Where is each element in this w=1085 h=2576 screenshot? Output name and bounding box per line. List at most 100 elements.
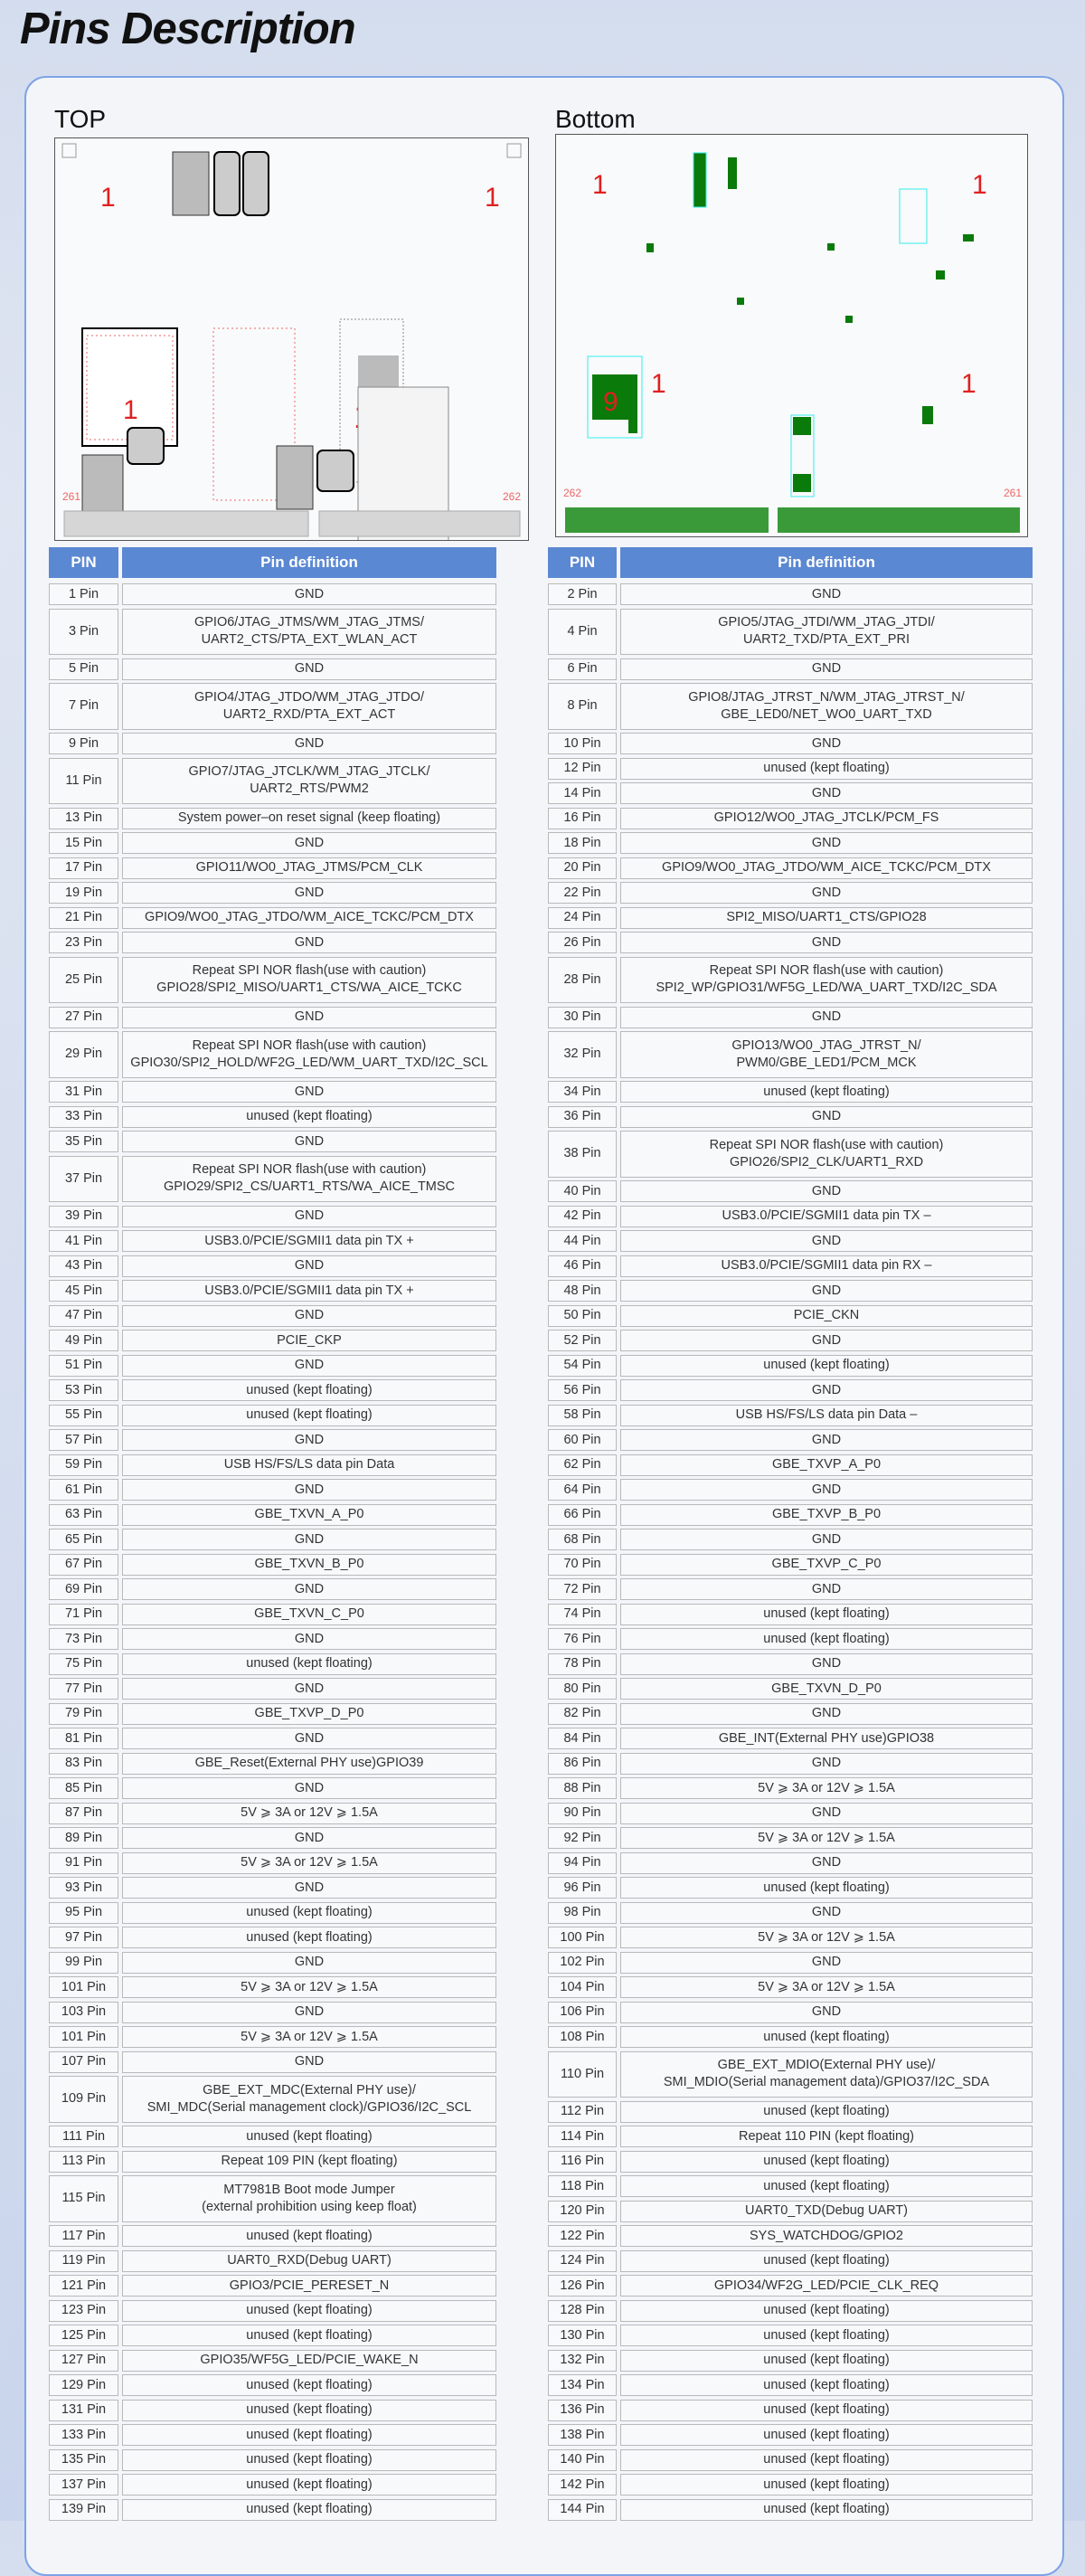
table-row: 38 Pin Repeat SPI NOR flash(use with caut…	[548, 1131, 1033, 1178]
pin-definition-cell: GBE_EXT_MDC(External PHY use)/ SMI_MDC(S…	[122, 2076, 496, 2123]
pin-definition-cell: unused (kept floating)	[122, 2225, 496, 2247]
pin-number-cell: 101 Pin	[49, 2026, 118, 2048]
table-row: 19 Pin GND	[49, 882, 496, 904]
table-row: 132 Pin unused (kept floating)	[548, 2349, 1033, 2372]
pin-number-cell: 110 Pin	[548, 2050, 617, 2098]
pin-number-cell: 35 Pin	[49, 1131, 118, 1152]
pin-number-cell: 127 Pin	[49, 2349, 118, 2372]
table-row: 129 Pin unused (kept floating)	[49, 2374, 496, 2396]
table-row: 113 Pin Repeat 109 PIN (kept floating)	[49, 2150, 496, 2173]
pin-definition-cell: GBE_TXVP_B_P0	[620, 1503, 1033, 1526]
pin-definition-cell: Repeat 110 PIN (kept floating)	[620, 2126, 1033, 2147]
right-table-body: 2 Pin GND 4 Pin GPIO5/JTAG_JTDI/WM_JTAG_JTD…	[548, 583, 1033, 2521]
pin-number-cell: 38 Pin	[548, 1131, 617, 1178]
table-row: 62 Pin GBE_TXVP_A_P0	[548, 1454, 1033, 1476]
pin1-marker: 1	[961, 369, 976, 399]
table-row: 78 Pin GND	[548, 1653, 1033, 1675]
table-row: 8 Pin GPIO8/JTAG_JTRST_N/WM_JTAG_JTRST_N/…	[548, 683, 1033, 730]
table-row: 127 Pin GPIO35/WF5G_LED/PCIE_WAKE_N	[49, 2349, 496, 2372]
pin-number-cell: 63 Pin	[49, 1503, 118, 1526]
table-row: 80 Pin GBE_TXVN_D_P0	[548, 1678, 1033, 1700]
pin-number-cell: 88 Pin	[548, 1777, 617, 1799]
table-row: 34 Pin unused (kept floating)	[548, 1081, 1033, 1103]
pin-number-cell: 21 Pin	[49, 906, 118, 929]
pin-number-cell: 50 Pin	[548, 1304, 617, 1327]
pin-definition-cell: USB3.0/PCIE/SGMII1 data pin TX –	[620, 1205, 1033, 1227]
pin-definition-cell: SPI2_MISO/UART1_CTS/GPIO28	[620, 906, 1033, 929]
pin1-marker: 1	[592, 170, 608, 200]
pin-number-cell: 24 Pin	[548, 906, 617, 929]
table-row: 126 Pin GPIO34/WF2G_LED/PCIE_CLK_REQ	[548, 2275, 1033, 2297]
pin-number-cell: 43 Pin	[49, 1255, 118, 1277]
pin-number-cell: 122 Pin	[548, 2225, 617, 2247]
pin-number-cell: 60 Pin	[548, 1429, 617, 1451]
pin-number-cell: 16 Pin	[548, 807, 617, 829]
table-row: 2 Pin GND	[548, 583, 1033, 605]
table-row: 67 Pin GBE_TXVN_B_P0	[49, 1553, 496, 1576]
corner-label: 261	[62, 490, 80, 503]
table-row: 31 Pin GND	[49, 1081, 496, 1103]
pin-definition-cell: GND	[122, 1255, 496, 1277]
table-row: 71 Pin GBE_TXVN_C_P0	[49, 1603, 496, 1625]
table-row: 81 Pin GND	[49, 1728, 496, 1749]
pin-number-cell: 11 Pin	[49, 757, 118, 804]
pin-definition-cell: GND	[122, 1578, 496, 1600]
pin-definition-cell: unused (kept floating)	[620, 1877, 1033, 1899]
table-row: 122 Pin SYS_WATCHDOG/GPIO2	[548, 2225, 1033, 2247]
pin-number-cell: 94 Pin	[548, 1852, 617, 1874]
pin-number-cell: 70 Pin	[548, 1553, 617, 1576]
pin-number-cell: 26 Pin	[548, 932, 617, 953]
pin-number-cell: 46 Pin	[548, 1255, 617, 1277]
pin-number-cell: 75 Pin	[49, 1653, 118, 1675]
pin-number-cell: 102 Pin	[548, 1951, 617, 1974]
pin-number-cell: 107 Pin	[49, 2050, 118, 2073]
table-row: 102 Pin GND	[548, 1951, 1033, 1974]
pin-number-cell: 53 Pin	[49, 1379, 118, 1401]
table-row: 68 Pin GND	[548, 1529, 1033, 1550]
pin-definition-cell: unused (kept floating)	[620, 2374, 1033, 2396]
pin-definition-cell: GND	[620, 1901, 1033, 1924]
pin-number-cell: 76 Pin	[548, 1628, 617, 1650]
table-row: 18 Pin GND	[548, 832, 1033, 854]
pin-definition-cell: 5V ⩾ 3A or 12V ⩾ 1.5A	[122, 2026, 496, 2048]
corner-label: 262	[563, 487, 581, 499]
pin-definition-cell: PCIE_CKP	[122, 1330, 496, 1351]
pin-definition-cell: GND	[122, 658, 496, 680]
pin-definition-cell: unused (kept floating)	[620, 2026, 1033, 2048]
table-row: 43 Pin GND	[49, 1255, 496, 1277]
pin-number-cell: 57 Pin	[49, 1429, 118, 1451]
pin-number-cell: 5 Pin	[49, 658, 118, 680]
table-row: 57 Pin GND	[49, 1429, 496, 1451]
left-table-body: 1 Pin GND 3 Pin GPIO6/JTAG_JTMS/WM_JTAG_JTM…	[49, 583, 496, 2521]
pin1-marker: 1	[485, 183, 500, 213]
pin-definition-cell: GPIO3/PCIE_PERESET_N	[122, 2275, 496, 2297]
pin-number-cell: 131 Pin	[49, 2399, 118, 2421]
pin-definition-cell: unused (kept floating)	[122, 2299, 496, 2322]
pin-definition-cell: GND	[620, 1479, 1033, 1501]
table-row: 23 Pin GND	[49, 932, 496, 953]
table-row: 35 Pin GND	[49, 1131, 496, 1152]
table-row: 123 Pin unused (kept floating)	[49, 2299, 496, 2322]
table-row: 86 Pin GND	[548, 1752, 1033, 1775]
pin-definition-cell: unused (kept floating)	[122, 1379, 496, 1401]
pin-number-cell: 138 Pin	[548, 2424, 617, 2446]
bottom-pcb-image: 9 1 1 1 1 262 261	[555, 134, 1028, 537]
pin-definition-cell: unused (kept floating)	[620, 2150, 1033, 2173]
pin-number-cell: 113 Pin	[49, 2150, 118, 2173]
pin-number-cell: 101 Pin	[49, 1976, 118, 1998]
pin-definition-cell: GND	[122, 1877, 496, 1899]
pin-number-cell: 2 Pin	[548, 583, 617, 605]
pin-number-cell: 44 Pin	[548, 1230, 617, 1252]
pin-definition-cell: unused (kept floating)	[620, 1603, 1033, 1625]
pin-definition-cell: GND	[620, 1578, 1033, 1600]
pin-number-cell: 109 Pin	[49, 2076, 118, 2123]
pin-definition-cell: unused (kept floating)	[620, 2399, 1033, 2421]
chip-label-9: 9	[603, 387, 618, 417]
pin-definition-cell: USB3.0/PCIE/SGMII1 data pin TX +	[122, 1230, 496, 1252]
pin-definition-cell: unused (kept floating)	[122, 2424, 496, 2446]
pin-number-cell: 123 Pin	[49, 2299, 118, 2322]
table-row: 103 Pin GND	[49, 2001, 496, 2023]
pin-definition-cell: GND	[620, 1429, 1033, 1451]
pin-definition-cell: GND	[620, 1653, 1033, 1675]
pin-number-cell: 98 Pin	[548, 1901, 617, 1924]
